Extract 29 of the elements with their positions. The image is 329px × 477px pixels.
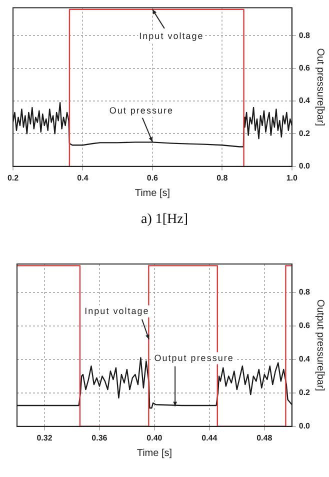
x-tick-label: 0.44	[202, 433, 218, 442]
y-tick-label: 0.2	[298, 388, 311, 398]
annotation: Input voltage	[84, 306, 150, 316]
y-tick-label: 0.2	[298, 128, 311, 138]
x-tick-label: 1.0	[286, 173, 298, 182]
y-tick-label: 0.6	[298, 64, 311, 72]
x-tick-label: 0.2	[7, 173, 20, 182]
y-axis-title: Out pressure[bar]	[314, 48, 326, 126]
y-tick-label: 0.4	[298, 354, 311, 364]
x-axis-title: Time [s]	[134, 188, 170, 199]
x-tick-label: 0.40	[146, 433, 163, 442]
x-axis-title: Time [s]	[136, 448, 172, 459]
y-tick-label: 0.4	[298, 96, 311, 106]
annotation: Input voltage	[139, 30, 204, 41]
y-axis-title: Output pressure[bar]	[314, 299, 326, 392]
x-tick-label: 0.8	[216, 173, 228, 182]
text: a) 1[Hz]	[140, 212, 190, 228]
y-tick-label: 0.0	[298, 162, 311, 171]
x-tick-label: 0.6	[146, 173, 159, 182]
annotation: Out pressure	[109, 105, 174, 116]
x-tick-label: 0.4	[77, 173, 89, 182]
x-tick-label: 0.32	[36, 433, 53, 442]
y-tick-label: 0.8	[298, 30, 311, 40]
annotation: Output pressure	[154, 352, 234, 363]
x-tick-label: 0.36	[92, 433, 108, 442]
y-tick-label: 0.0	[298, 422, 311, 431]
x-tick-label: 0.48	[256, 433, 273, 442]
y-tick-label: 0.6	[298, 321, 311, 330]
y-tick-label: 0.8	[298, 288, 311, 297]
